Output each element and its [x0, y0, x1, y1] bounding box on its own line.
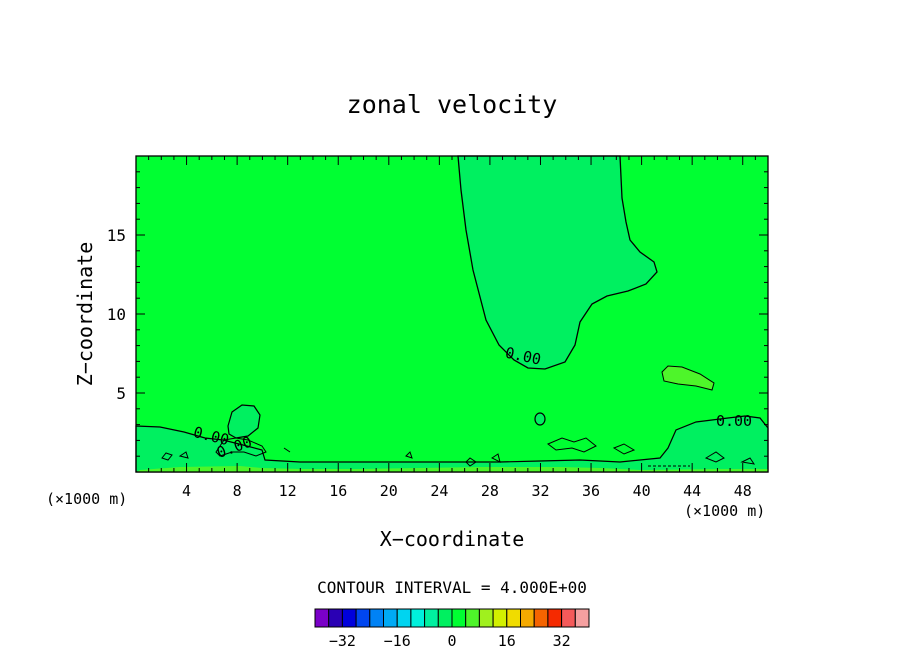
- colorbar-swatch: [355, 608, 371, 628]
- colorbar-swatch: [547, 608, 563, 628]
- x-unit-left: (×1000 m): [46, 490, 127, 508]
- x-axis-title: X−coordinate: [380, 527, 525, 551]
- colorbar-tick-label: −32: [329, 632, 356, 650]
- y-axis-title: Z−coordinate: [73, 242, 97, 387]
- x-tick-label: 36: [582, 482, 600, 500]
- colorbar-swatch: [341, 608, 357, 628]
- contour-bubble-left: [227, 404, 261, 439]
- colorbar-swatch: [506, 608, 521, 628]
- negative-velocity-region: [457, 155, 658, 370]
- x-tick-label: 16: [329, 482, 347, 500]
- x-tick-label: 40: [633, 482, 651, 500]
- lower-negative-band: [135, 415, 769, 473]
- colorbar-swatch: [396, 608, 412, 628]
- contour-label-right: 0.00: [716, 412, 752, 430]
- colorbar-swatch: [574, 608, 590, 628]
- y-tick-label: 15: [107, 226, 126, 245]
- contour-small-circle: [534, 412, 546, 426]
- colorbar-swatch: [328, 608, 343, 628]
- colorbar-swatch: [492, 608, 508, 628]
- colorbar-tick-label: 32: [553, 632, 571, 650]
- colorbar-swatch: [424, 608, 439, 628]
- x-tick-label: 28: [481, 482, 499, 500]
- y-tick-label: 5: [116, 384, 126, 403]
- colorbar-swatch: [314, 608, 330, 628]
- x-axis-ticks: 4 8 12 16 20 24 28 32 36 40 44 48: [148, 156, 756, 500]
- x-tick-label: 32: [531, 482, 549, 500]
- y-tick-label: 10: [107, 305, 126, 324]
- x-tick-label: 8: [233, 482, 242, 500]
- colorbar-swatch: [437, 608, 453, 628]
- x-unit-right: (×1000 m): [684, 502, 765, 520]
- colorbar-swatch: [533, 608, 549, 628]
- colorbar-tick-label: −16: [384, 632, 411, 650]
- colorbar-swatch: [561, 608, 576, 628]
- chart-title: zonal velocity: [347, 90, 558, 119]
- positive-velocity-blob: [661, 365, 715, 391]
- colorbar-swatch: [451, 608, 467, 628]
- x-tick-label: 12: [279, 482, 297, 500]
- x-tick-label: 24: [430, 482, 448, 500]
- colorbar: [314, 608, 590, 628]
- colorbar-swatch: [369, 608, 384, 628]
- colorbar-swatch: [465, 608, 480, 628]
- colorbar-swatch: [410, 608, 426, 628]
- x-tick-label: 44: [683, 482, 701, 500]
- x-tick-label: 48: [734, 482, 752, 500]
- colorbar-swatch: [383, 608, 398, 628]
- colorbar-labels: −32 −16 0 16 32: [329, 632, 571, 650]
- colorbar-tick-label: 0: [447, 632, 456, 650]
- colorbar-tick-label: 16: [498, 632, 516, 650]
- x-tick-label: 20: [380, 482, 398, 500]
- colorbar-swatch: [520, 608, 535, 628]
- y-axis-ticks: 5 10 15: [107, 171, 768, 457]
- contour-interval-text: CONTOUR INTERVAL = 4.000E+00: [317, 578, 587, 597]
- colorbar-swatch: [478, 608, 494, 628]
- x-tick-label: 4: [182, 482, 191, 500]
- bottom-contour-wiggles: [161, 437, 756, 467]
